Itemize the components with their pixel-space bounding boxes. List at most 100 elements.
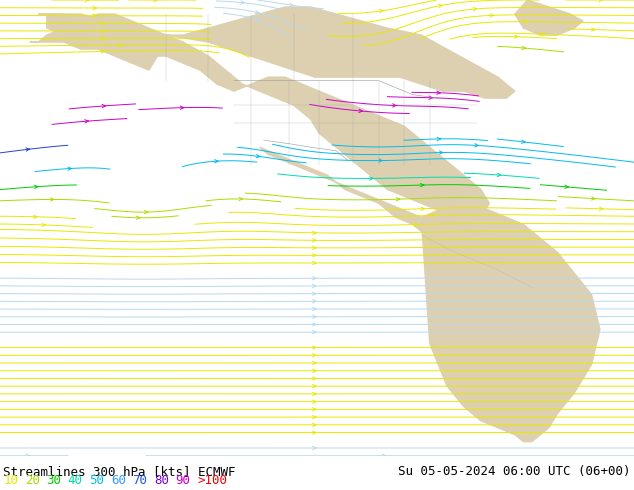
FancyArrowPatch shape [599, 0, 602, 1]
FancyArrowPatch shape [313, 369, 316, 372]
FancyArrowPatch shape [85, 0, 89, 2]
FancyArrowPatch shape [313, 246, 316, 249]
FancyArrowPatch shape [313, 446, 316, 450]
Text: 90: 90 [176, 474, 191, 487]
FancyArrowPatch shape [497, 173, 501, 176]
Polygon shape [259, 147, 430, 231]
FancyArrowPatch shape [313, 300, 316, 303]
FancyArrowPatch shape [313, 239, 316, 242]
FancyArrowPatch shape [379, 159, 382, 162]
FancyArrowPatch shape [599, 207, 603, 210]
FancyArrowPatch shape [256, 154, 260, 158]
FancyArrowPatch shape [313, 330, 316, 334]
FancyArrowPatch shape [180, 106, 184, 109]
FancyArrowPatch shape [396, 197, 399, 201]
FancyArrowPatch shape [313, 284, 316, 288]
FancyArrowPatch shape [359, 109, 363, 113]
FancyArrowPatch shape [101, 37, 105, 40]
FancyArrowPatch shape [313, 231, 316, 234]
FancyArrowPatch shape [541, 32, 545, 36]
FancyArrowPatch shape [313, 431, 316, 434]
FancyArrowPatch shape [524, 20, 527, 24]
Polygon shape [515, 0, 583, 35]
FancyArrowPatch shape [136, 216, 140, 220]
FancyArrowPatch shape [313, 254, 316, 257]
FancyArrowPatch shape [313, 354, 316, 357]
FancyArrowPatch shape [490, 14, 494, 17]
FancyArrowPatch shape [85, 120, 88, 123]
FancyArrowPatch shape [313, 377, 316, 380]
Polygon shape [47, 14, 489, 224]
Text: 50: 50 [89, 474, 105, 487]
FancyArrowPatch shape [102, 104, 105, 108]
Text: 40: 40 [68, 474, 83, 487]
FancyArrowPatch shape [392, 104, 396, 107]
FancyArrowPatch shape [101, 29, 105, 33]
FancyArrowPatch shape [437, 137, 441, 141]
Text: 80: 80 [154, 474, 169, 487]
FancyArrowPatch shape [313, 346, 316, 349]
FancyArrowPatch shape [429, 96, 432, 99]
FancyArrowPatch shape [101, 50, 105, 53]
Polygon shape [38, 7, 515, 98]
FancyArrowPatch shape [313, 423, 316, 426]
FancyArrowPatch shape [313, 292, 316, 295]
FancyArrowPatch shape [592, 28, 595, 31]
FancyArrowPatch shape [421, 207, 425, 211]
Text: 60: 60 [111, 474, 126, 487]
Text: 70: 70 [133, 474, 148, 487]
FancyArrowPatch shape [313, 315, 316, 318]
FancyArrowPatch shape [313, 408, 316, 411]
Text: >100: >100 [197, 474, 227, 487]
FancyArrowPatch shape [382, 454, 385, 457]
FancyArrowPatch shape [241, 1, 244, 4]
FancyArrowPatch shape [313, 392, 316, 395]
FancyArrowPatch shape [93, 14, 96, 17]
FancyArrowPatch shape [118, 44, 122, 47]
FancyArrowPatch shape [475, 144, 479, 147]
FancyArrowPatch shape [51, 198, 54, 201]
FancyArrowPatch shape [473, 7, 477, 11]
FancyArrowPatch shape [26, 454, 30, 457]
Text: Streamlines 300 hPa [kts] ECMWF: Streamlines 300 hPa [kts] ECMWF [3, 466, 236, 478]
FancyArrowPatch shape [93, 6, 96, 10]
FancyArrowPatch shape [255, 10, 259, 14]
FancyArrowPatch shape [313, 385, 316, 388]
Text: Su 05-05-2024 06:00 UTC (06+00): Su 05-05-2024 06:00 UTC (06+00) [398, 466, 631, 478]
FancyArrowPatch shape [313, 400, 316, 403]
FancyArrowPatch shape [592, 197, 595, 200]
FancyArrowPatch shape [101, 22, 105, 25]
FancyArrowPatch shape [370, 177, 373, 180]
Polygon shape [421, 203, 600, 441]
FancyArrowPatch shape [514, 35, 518, 38]
Polygon shape [400, 175, 447, 196]
FancyArrowPatch shape [431, 214, 434, 217]
FancyArrowPatch shape [420, 183, 424, 187]
FancyArrowPatch shape [290, 3, 294, 7]
FancyArrowPatch shape [239, 197, 243, 200]
FancyArrowPatch shape [153, 0, 157, 1]
FancyArrowPatch shape [437, 91, 440, 95]
FancyArrowPatch shape [68, 167, 72, 171]
FancyArrowPatch shape [215, 160, 218, 163]
FancyArrowPatch shape [313, 277, 316, 280]
FancyArrowPatch shape [313, 323, 316, 326]
FancyArrowPatch shape [26, 148, 30, 151]
FancyArrowPatch shape [34, 215, 37, 219]
FancyArrowPatch shape [42, 223, 46, 226]
FancyArrowPatch shape [313, 307, 316, 311]
FancyArrowPatch shape [313, 361, 316, 365]
FancyArrowPatch shape [522, 46, 526, 49]
FancyArrowPatch shape [313, 416, 316, 419]
FancyArrowPatch shape [379, 9, 383, 13]
Polygon shape [30, 14, 183, 56]
FancyArrowPatch shape [313, 261, 316, 265]
FancyArrowPatch shape [439, 4, 442, 7]
FancyArrowPatch shape [522, 140, 525, 144]
FancyArrowPatch shape [439, 151, 443, 154]
Text: 10: 10 [3, 474, 18, 487]
FancyArrowPatch shape [34, 185, 38, 189]
Text: 30: 30 [46, 474, 61, 487]
FancyArrowPatch shape [414, 223, 418, 226]
Text: 20: 20 [25, 474, 40, 487]
